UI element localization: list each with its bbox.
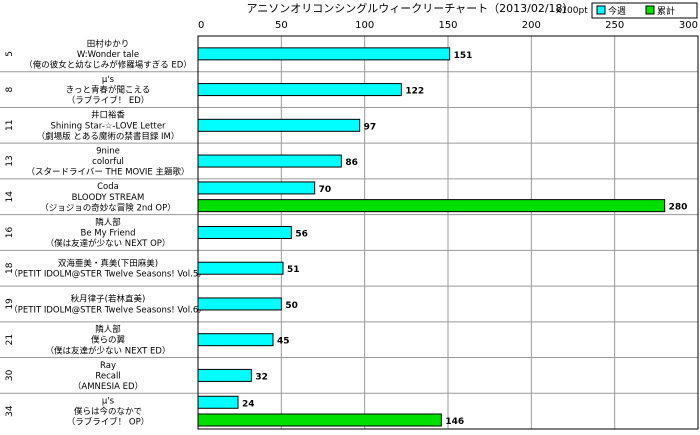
bar-value-label: 97 — [364, 122, 377, 132]
rank-label: 16 — [5, 227, 15, 239]
row-text-line: （僕は友達が少ない NEXT OP） — [46, 238, 171, 249]
row-text-line: （PETIT IDOLM@STER Twelve Seasons! Vol.5） — [9, 269, 206, 280]
rank-label: 19 — [5, 298, 15, 310]
rank-label: 11 — [5, 120, 15, 131]
row-text-line: colorful — [92, 157, 124, 167]
row-text-line: （僕は友達が少ない NEXT ED） — [46, 345, 171, 356]
legend-swatch-total — [645, 5, 655, 15]
rank-label: 13 — [5, 155, 15, 166]
row-text-line: （俺の彼女と幼なじみが修羅場すぎる ED） — [24, 59, 192, 70]
bar-week — [197, 118, 361, 132]
legend-label-total: 累計 — [657, 5, 675, 17]
row-text-line: μ's — [102, 397, 115, 407]
bar-value-label: 32 — [255, 372, 268, 382]
row-text-line: 僕らは今のなかで — [74, 406, 142, 417]
bar-value-label: 146 — [445, 417, 464, 427]
row-text-line: 隣人部 — [95, 324, 121, 335]
row-text-line: Be My Friend — [81, 229, 136, 239]
x-tick-label: 200 — [522, 20, 541, 31]
x-axis-ticks: 0 50 100 150 200 250 300 — [198, 20, 698, 31]
bar-week — [197, 83, 402, 97]
legend: 今週 累計 — [591, 2, 698, 19]
row-text-line: 僕らの翼 — [91, 335, 126, 346]
table-row: 18 双海亜美・真美(下田麻美)（PETIT IDOLM@STER Twelve … — [0, 249, 698, 280]
bar-value-label: 24 — [242, 399, 255, 409]
bar-value-label: 56 — [295, 230, 308, 240]
rank-label: 8 — [5, 86, 15, 92]
bar-value-label: 86 — [345, 158, 358, 168]
chart-title: アニソンオリコンシングルウィークリーチャート（2013/02/18） — [246, 1, 573, 15]
bar-week — [197, 154, 342, 168]
row-text-line: （AMNESIA ED） — [73, 381, 143, 392]
gridlines — [280, 36, 616, 429]
row-text-line: （劇場版 とある魔術の禁書目録 IM） — [37, 131, 180, 142]
bar-total — [197, 413, 442, 427]
legend-label-week: 今週 — [608, 5, 626, 17]
rank-label: 5 — [5, 51, 15, 57]
bar-week — [197, 395, 239, 409]
bar-total — [197, 199, 666, 213]
bar-week — [197, 333, 274, 347]
row-text-line: 秋月律子(若林直美) — [71, 294, 146, 305]
x-tick-label: 50 — [275, 20, 288, 31]
bar-week — [197, 181, 316, 195]
unit-label: x100pt — [556, 6, 588, 16]
row-text-line: Coda — [97, 182, 119, 192]
bar-value-label: 70 — [319, 185, 332, 195]
x-tick-label: 100 — [355, 20, 374, 31]
row-text-line: μ's — [102, 75, 115, 85]
bar-week — [197, 368, 252, 382]
bar-week — [197, 226, 292, 239]
x-tick-label: 300 — [679, 20, 698, 31]
row-text-line: （ジョジョの奇妙な冒険 2nd OP） — [40, 202, 175, 213]
row-text-line: 双海亜美・真美(下田麻美) — [58, 258, 158, 269]
x-tick-label: 150 — [438, 20, 457, 31]
row-text-line: W:Wonder tale — [77, 50, 139, 60]
row-text-line: （PETIT IDOLM@STER Twelve Seasons! Vol.6） — [9, 304, 206, 315]
bar-week — [197, 261, 284, 275]
rank-label: 34 — [5, 405, 15, 417]
bar-week — [197, 297, 282, 311]
row-text-line: 田村ゆかり — [87, 38, 130, 49]
row-text-line: BLOODY STREAM — [72, 193, 145, 203]
bars: 151 122 97 86 70 280 56 51 50 45 32 24 146 — [197, 47, 688, 427]
bar-value-label: 280 — [669, 203, 688, 213]
row-text-line: 隣人部 — [95, 217, 121, 228]
table-row: 19 秋月律子(若林直美)（PETIT IDOLM@STER Twelve Sea… — [0, 285, 698, 315]
bar-value-label: 122 — [405, 87, 424, 97]
row-text-line: （ラブライブ！ ED） — [67, 95, 150, 106]
row-text-line: Ray — [100, 361, 116, 371]
row-text-line: 井口裕香 — [91, 110, 126, 121]
bar-value-label: 151 — [454, 51, 473, 61]
rank-label: 21 — [5, 334, 15, 345]
row-text-line: Recall — [95, 371, 120, 381]
plot-area — [197, 35, 699, 430]
rank-label: 30 — [5, 369, 15, 381]
x-tick-label: 0 — [198, 20, 204, 31]
row-text-line: Shining Star-☆-LOVE Letter — [50, 121, 166, 131]
legend-swatch-week — [596, 5, 606, 15]
bar-value-label: 50 — [285, 301, 298, 311]
x-tick-label: 250 — [605, 20, 624, 31]
rank-label: 14 — [5, 191, 15, 203]
bar-week — [197, 47, 451, 61]
rank-label: 18 — [5, 262, 15, 274]
bar-value-label: 51 — [287, 265, 300, 275]
bar-value-label: 45 — [277, 337, 290, 347]
row-text-line: （スタードライバー THE MOVIE 主題歌） — [27, 167, 190, 178]
row-text-line: （ラブライブ！ OP） — [67, 417, 150, 428]
row-text-line: きっと青春が聞こえる — [66, 85, 150, 96]
row-text-line: 9nine — [96, 146, 120, 156]
